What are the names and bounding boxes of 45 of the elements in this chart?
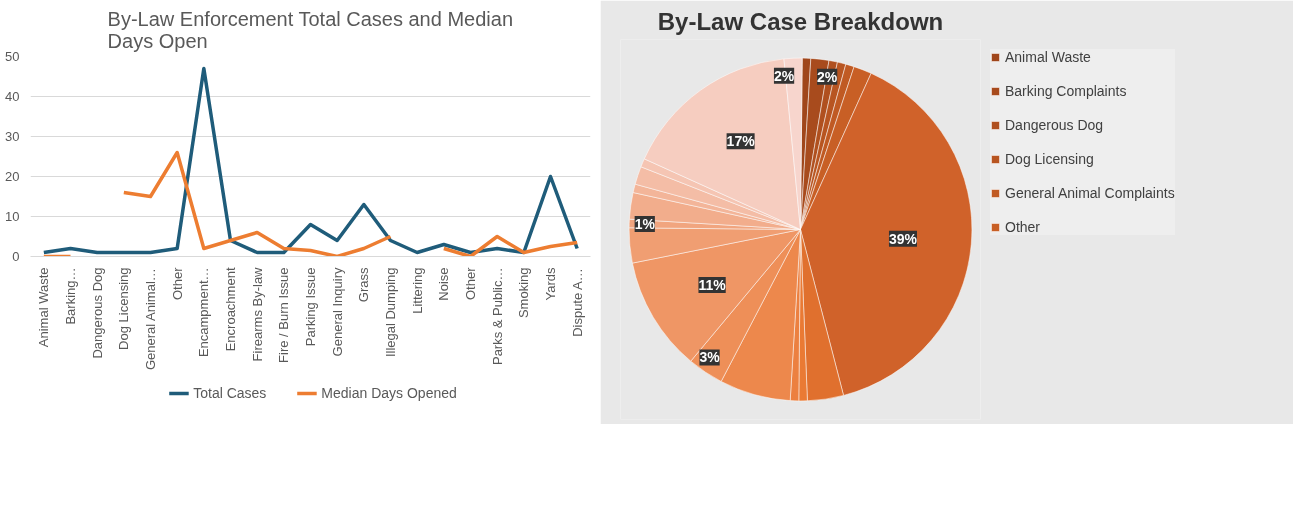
x-tick-label: Parking Issue [303,267,318,347]
x-tick-label: Dog Licensing [116,267,132,350]
y-tick-label: 0 [12,249,20,264]
legend-label: Other [1005,219,1041,235]
x-tick-label: Dangerous Dog [89,267,105,359]
x-tick-label: Grass [356,267,372,303]
y-tick-label: 30 [5,129,20,144]
data-label: 3% [699,349,721,366]
x-tick-label: Illegal Dumping [383,267,398,358]
x-tick-label: Encampment… [196,267,212,358]
legend-label: General Animal Complaints [1005,185,1175,201]
x-tick-label: Fire / Burn Issue [276,267,292,363]
x-tick-label: General Inquiry [329,267,345,357]
legend-label: Barking Complaints [1005,83,1128,99]
x-tick-label: Littering [409,267,425,314]
x-tick-label: Other [169,266,185,301]
x-tick-label: Animal Waste [36,267,52,348]
legend-label: Total Cases [193,385,267,401]
x-tick-label: Noise [436,267,452,301]
chart-title: By-Law Enforcement Total Cases and Median Days Open [107,7,514,52]
x-tick-label: Parks & Public… [489,267,505,366]
data-label: 39% [888,230,918,247]
chart-title: By-Law Case Breakdown [657,7,944,35]
y-tick-label: 20 [5,169,20,184]
y-tick-label: 50 [5,49,20,64]
x-tick-label: Other [463,266,478,301]
x-tick-label: Dispute A… [569,268,585,337]
legend-label: Animal Waste [1005,49,1092,65]
data-label: 17% [726,133,756,150]
legend-label: Dangerous Dog [1005,117,1105,133]
data-label: 2% [773,67,795,84]
x-tick-label: General Animal… [143,268,158,371]
x-tick-label: Yards [543,267,558,301]
legend-label: Median Days Opened [321,385,457,401]
x-tick-label: Barking… [63,267,78,325]
data-label: 2% [817,68,838,85]
x-tick-label: Encroachment [223,267,238,352]
data-label: 11% [698,277,727,294]
legend-label: Dog Licensing [1005,151,1095,167]
line-series [42,66,579,255]
x-tick-label: Firearms By-law [249,266,265,362]
y-tick-label: 10 [5,209,20,224]
x-tick-label: Smoking [516,267,532,319]
data-label: 1% [634,216,656,233]
y-tick-label: 40 [5,89,20,104]
